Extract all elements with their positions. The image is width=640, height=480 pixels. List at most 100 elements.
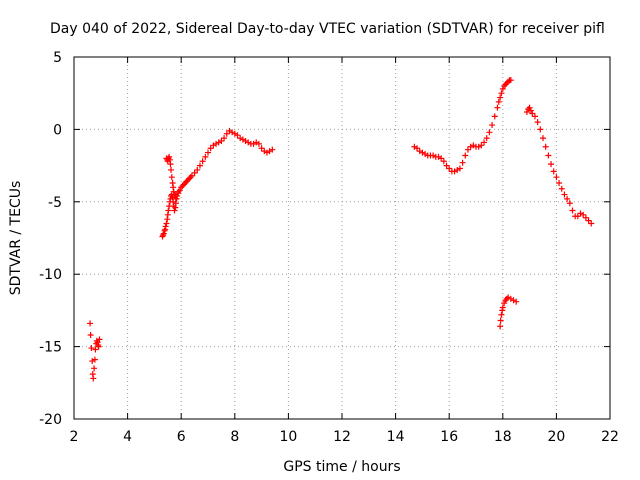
data-point bbox=[258, 145, 265, 152]
data-point bbox=[96, 336, 103, 343]
data-point bbox=[523, 109, 530, 116]
data-point bbox=[87, 332, 94, 339]
data-point bbox=[205, 149, 211, 156]
data-point bbox=[188, 172, 195, 179]
data-point bbox=[561, 191, 568, 198]
data-point bbox=[499, 304, 506, 311]
data-point bbox=[191, 169, 198, 176]
data-point bbox=[486, 129, 493, 136]
x-tick-label: 10 bbox=[279, 429, 297, 445]
data-point bbox=[498, 90, 505, 97]
data-point bbox=[171, 207, 178, 214]
data-point bbox=[566, 200, 573, 207]
data-point bbox=[165, 207, 172, 214]
data-point bbox=[95, 343, 102, 350]
data-point bbox=[414, 145, 421, 152]
data-point bbox=[162, 223, 169, 230]
data-point bbox=[494, 104, 501, 111]
data-point bbox=[440, 158, 447, 165]
data-point bbox=[574, 213, 581, 220]
data-point bbox=[168, 166, 175, 173]
data-point bbox=[553, 174, 560, 181]
x-tick-label: 6 bbox=[177, 429, 186, 445]
data-point bbox=[163, 220, 170, 227]
data-point bbox=[459, 159, 466, 166]
data-point bbox=[223, 130, 230, 137]
data-point bbox=[170, 188, 177, 195]
y-tick-label: -10 bbox=[39, 267, 62, 283]
x-tick-label: 22 bbox=[601, 429, 619, 445]
data-point bbox=[564, 195, 571, 202]
data-point bbox=[556, 179, 563, 186]
x-tick-label: 8 bbox=[230, 429, 239, 445]
data-point bbox=[478, 142, 485, 149]
data-point bbox=[234, 132, 241, 139]
x-tick-label: 16 bbox=[440, 429, 458, 445]
data-point bbox=[497, 94, 504, 101]
data-point bbox=[464, 146, 471, 153]
x-tick-label: 20 bbox=[547, 429, 565, 445]
y-tick-label: -15 bbox=[39, 340, 62, 356]
data-point bbox=[202, 153, 209, 160]
data-point bbox=[582, 214, 589, 221]
data-point bbox=[90, 375, 97, 382]
data-point bbox=[498, 311, 505, 318]
data-point bbox=[456, 165, 463, 172]
data-point bbox=[558, 185, 565, 192]
x-axis-label: GPS time / hours bbox=[283, 459, 400, 475]
data-point bbox=[196, 162, 203, 169]
axis-ticks bbox=[73, 56, 611, 420]
data-point bbox=[499, 85, 506, 92]
data-point bbox=[585, 217, 592, 224]
data-point bbox=[218, 137, 225, 144]
data-point bbox=[446, 165, 453, 172]
data-point bbox=[87, 320, 94, 327]
grid-lines bbox=[74, 57, 610, 419]
data-point bbox=[537, 126, 544, 133]
data-point bbox=[501, 300, 508, 307]
x-tick-label: 12 bbox=[333, 429, 351, 445]
data-point bbox=[550, 168, 557, 175]
data-point bbox=[588, 220, 595, 227]
data-point bbox=[569, 207, 576, 214]
data-point bbox=[489, 122, 496, 129]
data-point bbox=[481, 139, 488, 146]
data-point bbox=[199, 158, 206, 165]
data-point bbox=[497, 323, 504, 330]
data-point bbox=[172, 195, 179, 202]
x-tick-labels: 2 4 6 8 10 12 14 16 18 20 22 bbox=[70, 429, 619, 445]
data-point bbox=[548, 161, 555, 168]
data-point bbox=[534, 119, 541, 126]
y-tick-labels: 5 0 -5 -10 -15 -20 bbox=[39, 50, 62, 428]
y-tick-label: 5 bbox=[53, 50, 62, 66]
data-point bbox=[88, 345, 95, 352]
data-point bbox=[545, 152, 552, 159]
y-tick-label: -20 bbox=[39, 412, 62, 428]
data-point bbox=[92, 346, 99, 353]
data-point bbox=[507, 77, 514, 84]
data-point bbox=[207, 145, 214, 152]
data-point bbox=[542, 143, 549, 150]
data-point bbox=[176, 187, 183, 194]
data-point bbox=[269, 146, 276, 153]
x-tick-label: 14 bbox=[387, 429, 405, 445]
data-point bbox=[443, 162, 450, 169]
data-point bbox=[438, 155, 445, 162]
data-point bbox=[529, 110, 536, 117]
data-point bbox=[540, 135, 546, 142]
x-tick-label: 2 bbox=[70, 429, 79, 445]
data-point bbox=[168, 174, 175, 181]
data-point bbox=[160, 230, 167, 237]
y-axis-label: SDTVAR / TECUs bbox=[8, 181, 24, 296]
data-point bbox=[167, 161, 174, 168]
x-tick-label: 18 bbox=[494, 429, 512, 445]
data-point bbox=[491, 113, 498, 120]
data-point bbox=[527, 107, 534, 114]
y-tick-label: 0 bbox=[53, 122, 62, 138]
data-point bbox=[526, 104, 533, 111]
data-point bbox=[194, 166, 201, 173]
x-tick-label: 4 bbox=[123, 429, 132, 445]
data-point bbox=[91, 356, 98, 363]
data-point bbox=[497, 317, 504, 324]
